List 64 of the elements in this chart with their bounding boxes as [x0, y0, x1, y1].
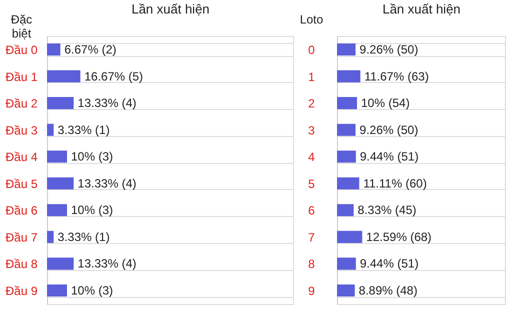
bar: [337, 284, 355, 297]
bar: [337, 204, 354, 216]
bar: [47, 230, 54, 243]
bar: [337, 258, 356, 270]
data-label: 9.44% (51): [360, 150, 419, 164]
bar: [47, 70, 80, 82]
y-tick-label: Đầu 4: [5, 150, 38, 164]
bar: [337, 43, 356, 56]
data-label: 9.26% (50): [360, 42, 418, 57]
data-label: 12.59% (68): [366, 230, 432, 244]
bar: [47, 124, 54, 136]
y-tick-label: Đầu 5: [5, 176, 38, 191]
y-tick-label: 4: [308, 150, 316, 164]
data-label: 11.67% (63): [364, 69, 429, 84]
y-tick-label: 9: [308, 284, 316, 298]
bar: [47, 204, 67, 216]
x-axis-title: Lần xuất hiện: [382, 2, 461, 16]
bar: [337, 230, 362, 243]
bar: [47, 43, 60, 56]
data-label: 8.89% (48): [358, 283, 418, 298]
y-tick-label: 6: [308, 204, 316, 218]
data-label: 3.33% (1): [58, 230, 110, 244]
y-tick-label: 7: [308, 230, 316, 244]
y-tick-label: Đầu 3: [5, 123, 38, 138]
y-tick-label: Đầu 1: [5, 70, 38, 84]
y-tick-label: 8: [308, 257, 316, 272]
bar: [47, 97, 74, 110]
bar: [47, 150, 67, 163]
y-tick-label: 3: [308, 123, 316, 138]
bar: [47, 284, 67, 297]
y-tick-label: Đầu 0: [5, 43, 38, 58]
data-label: 6.67% (2): [64, 42, 116, 57]
data-label: 10% (3): [71, 150, 114, 164]
y-tick-label: 2: [308, 96, 316, 111]
data-label: 10% (3): [71, 203, 114, 218]
data-label: 13.33% (4): [78, 96, 136, 110]
data-label: 8.33% (45): [358, 203, 416, 218]
bar: [337, 70, 360, 82]
data-label: 11.11% (60): [363, 176, 427, 190]
data-label: 3.33% (1): [58, 122, 110, 137]
data-label: 10% (54): [361, 96, 410, 110]
y-axis-title: Loto: [300, 12, 324, 26]
bar: [337, 177, 360, 190]
bar: [337, 150, 356, 163]
y-tick-label: Đầu 8: [5, 257, 38, 272]
bar: [47, 177, 74, 190]
data-label: 13.33% (4): [78, 256, 136, 271]
y-tick-label: 5: [308, 176, 316, 191]
data-label: 13.33% (4): [78, 176, 136, 190]
bar: [337, 124, 356, 136]
y-axis-title: Đặc biệt: [10, 12, 32, 40]
y-tick-label: 0: [308, 43, 316, 58]
y-tick-label: Đầu 2: [5, 96, 38, 111]
x-axis-title: Lần xuất hiện: [131, 2, 210, 16]
data-label: 16.67% (5): [84, 69, 144, 84]
bar: [47, 258, 74, 270]
bar: [337, 97, 357, 110]
y-tick-label: Đầu 7: [5, 230, 38, 244]
data-label: 9.26% (50): [360, 122, 418, 137]
data-label: 9.44% (51): [360, 256, 419, 271]
y-tick-label: Đầu 6: [5, 204, 38, 218]
y-tick-label: Đầu 9: [5, 284, 38, 298]
data-label: 10% (3): [71, 283, 114, 298]
y-tick-label: 1: [308, 70, 316, 84]
